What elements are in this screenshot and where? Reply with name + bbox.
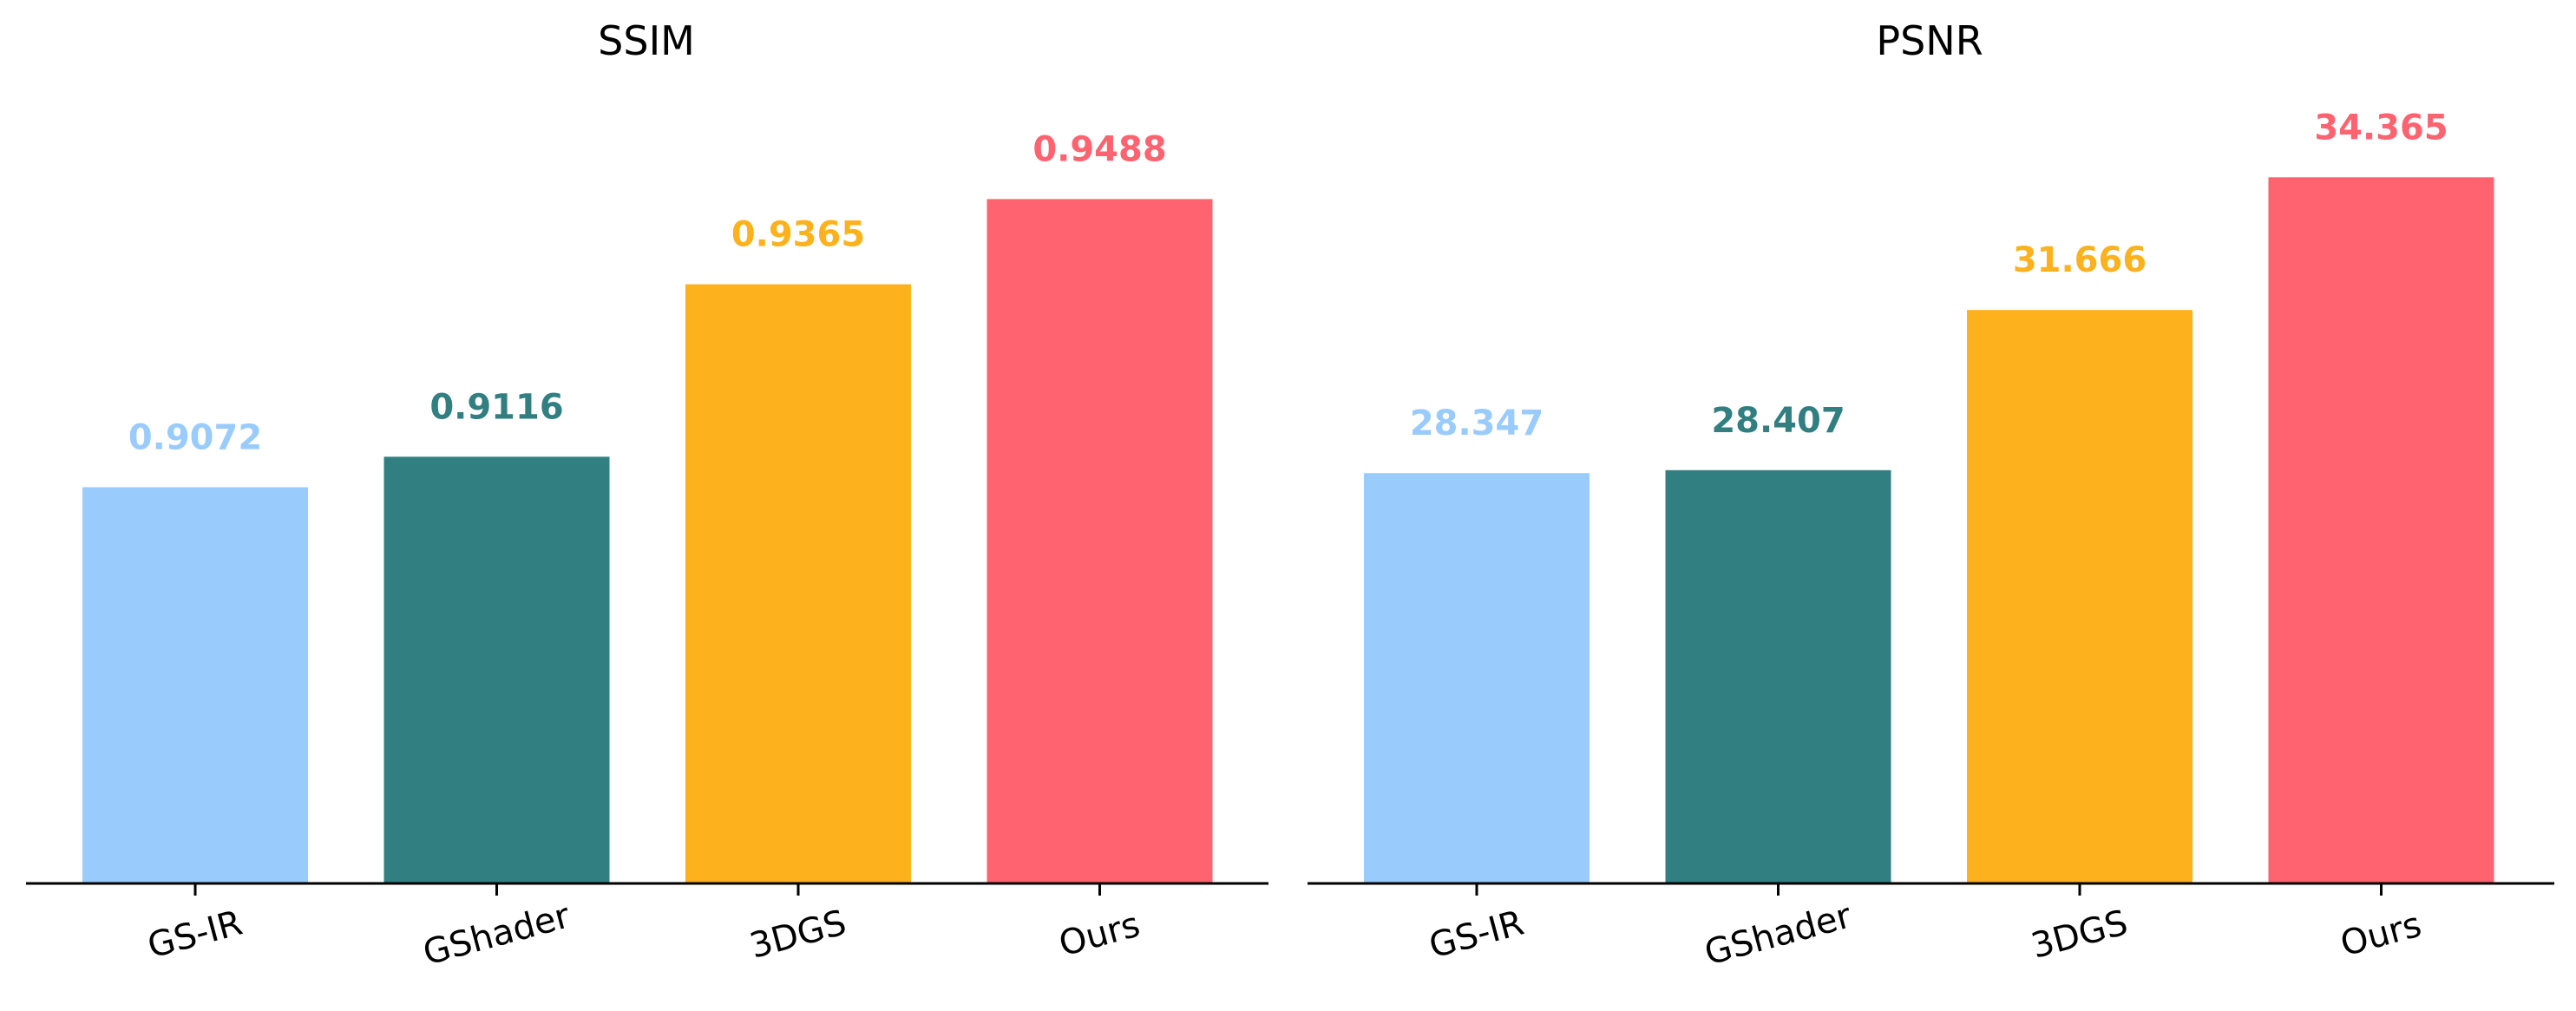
data-label: 28.347: [1410, 404, 1544, 443]
data-label: 31.666: [2013, 240, 2147, 280]
x-tick-label: 3DGS: [745, 903, 850, 967]
bar-ours: [2268, 177, 2494, 884]
bar-3dgs: [685, 284, 911, 883]
x-tick-label: GShader: [1701, 896, 1856, 973]
x-tick-label: Ours: [2337, 905, 2426, 965]
data-label: 28.407: [1711, 401, 1845, 441]
data-label: 0.9365: [731, 215, 865, 255]
data-label: 34.365: [2314, 108, 2448, 148]
data-label: 0.9072: [128, 417, 262, 457]
x-tick-label: 3DGS: [2027, 903, 2132, 967]
psnr-panel: PSNR 28.347 GS-IR 28.407 GShader 31.666 3DGS 3…: [1308, 17, 2554, 974]
x-tick-label: GS-IR: [143, 903, 246, 967]
ssim-panel: SSIM 0.9072 GS-IR 0.9116 GShader 0.9365 3DGS 0…: [26, 17, 1268, 974]
bar-gs-ir: [82, 487, 308, 883]
bar-gshader: [383, 456, 610, 883]
data-label: 0.9116: [429, 387, 563, 427]
x-tick-label: Ours: [1055, 905, 1144, 965]
bar-gs-ir: [1364, 473, 1590, 883]
x-tick-label: GShader: [419, 896, 574, 973]
bar-ours: [986, 199, 1213, 883]
chart-title: SSIM: [598, 17, 695, 64]
bar-3dgs: [1967, 310, 2193, 883]
data-label: 0.9488: [1032, 129, 1166, 169]
chart-title: PSNR: [1876, 17, 1983, 64]
bar-gshader: [1665, 469, 1891, 883]
x-tick-label: GS-IR: [1425, 903, 1528, 967]
